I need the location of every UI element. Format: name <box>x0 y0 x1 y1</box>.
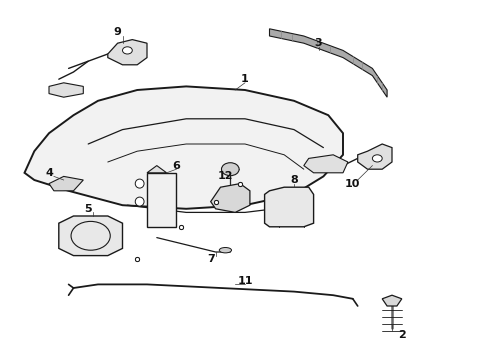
Text: 12: 12 <box>218 171 233 181</box>
Polygon shape <box>270 29 387 97</box>
Ellipse shape <box>135 179 144 188</box>
Ellipse shape <box>135 197 144 206</box>
Ellipse shape <box>220 248 232 253</box>
Text: 11: 11 <box>237 276 253 286</box>
Polygon shape <box>382 295 402 306</box>
Text: 8: 8 <box>290 175 298 185</box>
Polygon shape <box>304 155 348 173</box>
Polygon shape <box>265 187 314 227</box>
Polygon shape <box>24 86 343 209</box>
Text: 3: 3 <box>315 38 322 48</box>
Polygon shape <box>147 166 167 173</box>
Polygon shape <box>211 184 250 212</box>
Circle shape <box>221 163 239 176</box>
Text: 7: 7 <box>207 254 215 264</box>
Text: 2: 2 <box>398 330 406 340</box>
Polygon shape <box>49 83 83 97</box>
Circle shape <box>122 47 132 54</box>
Polygon shape <box>108 40 147 65</box>
Text: 5: 5 <box>84 204 92 214</box>
Polygon shape <box>59 216 122 256</box>
Circle shape <box>372 155 382 162</box>
Text: 1: 1 <box>241 74 249 84</box>
Text: 9: 9 <box>114 27 122 37</box>
Text: 6: 6 <box>172 161 180 171</box>
Polygon shape <box>358 144 392 169</box>
Polygon shape <box>147 173 176 227</box>
Text: 4: 4 <box>45 168 53 178</box>
Polygon shape <box>49 176 83 191</box>
Text: 10: 10 <box>345 179 361 189</box>
